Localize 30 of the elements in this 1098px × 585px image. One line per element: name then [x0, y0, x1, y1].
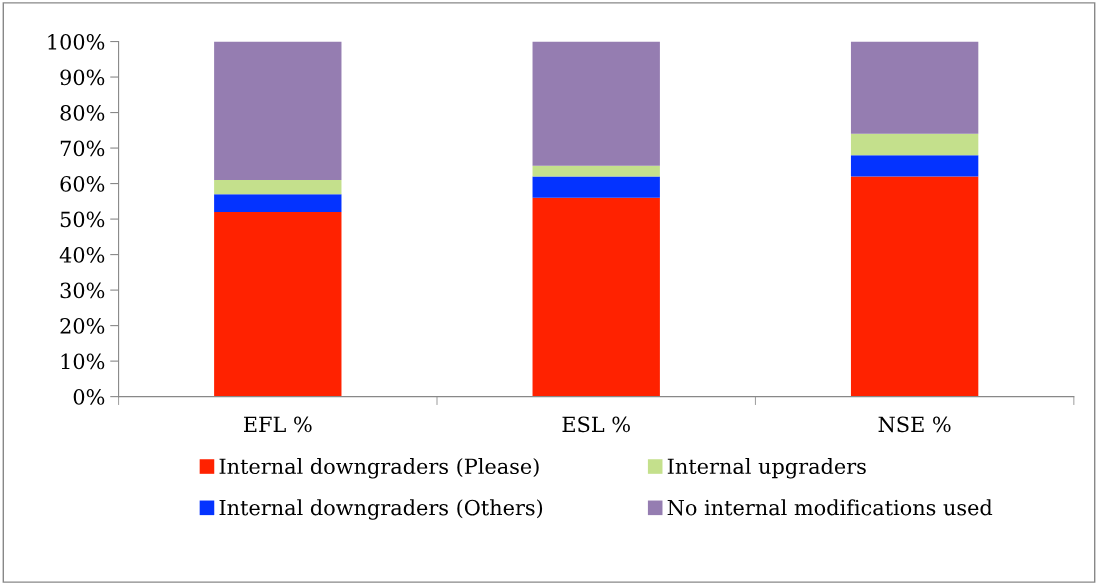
y-tick-label: 90%	[60, 69, 105, 86]
y-tick-label: 10%	[61, 353, 105, 370]
y-tick-label: 30%	[60, 282, 105, 299]
y-tick-label: 60%	[60, 176, 105, 192]
y-tick-label: 70%	[60, 140, 105, 157]
y-tick-label: 80%	[60, 105, 105, 121]
legend-label: Internal downgraders (Others)	[219, 499, 543, 520]
y-tick-label: 0%	[73, 389, 105, 405]
bar	[214, 41, 342, 181]
y-tick-label: 20%	[60, 318, 105, 334]
legend-label: No internal modifications used	[667, 499, 993, 516]
y-tick-label: 40%	[59, 247, 105, 263]
bar	[850, 176, 979, 397]
bar	[214, 194, 342, 212]
x-tick-label: EFL %	[243, 416, 312, 433]
bar	[850, 155, 979, 177]
x-tick-label: NSE %	[878, 416, 951, 433]
y-tick-label: 50%	[60, 211, 105, 228]
bar	[532, 165, 660, 177]
bar	[214, 180, 342, 195]
bar	[532, 176, 660, 198]
bar	[214, 211, 342, 397]
x-tick-label: ESL %	[562, 416, 630, 433]
y-tick-label: 100%	[48, 33, 105, 50]
bar	[850, 133, 979, 156]
bar	[532, 197, 660, 397]
legend-label: Internal downgraders (Please)	[219, 457, 539, 479]
legend-label: Internal upgraders	[667, 457, 866, 479]
bar	[850, 41, 979, 134]
bar	[532, 41, 660, 166]
